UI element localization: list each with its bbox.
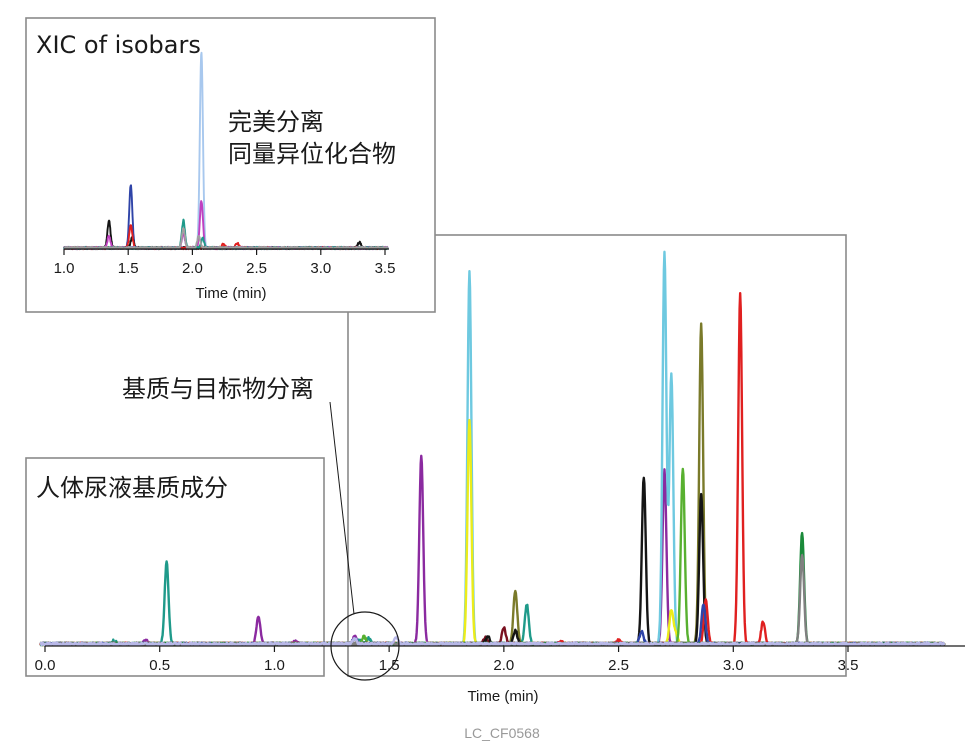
inset-panel: XIC of isobars 完美分离 同量异位化合物 1.0 1.5 2.0 2.5…: [25, 17, 436, 313]
main-x-tick-label-3: 1.5: [379, 657, 400, 674]
urine-matrix-box: [25, 457, 325, 677]
matrix-annotation-text: 基质与目标物分离: [122, 375, 314, 403]
main-x-tick-label-6: 3.0: [723, 657, 744, 674]
matrix-annotation: 基质与目标物分离: [122, 375, 400, 681]
main-x-tick-label-5: 2.5: [608, 657, 629, 674]
inset-box: [25, 17, 436, 313]
main-x-tick-label-4: 2.0: [493, 657, 514, 674]
inset-x-tick-label-4: 3.0: [310, 260, 331, 277]
matrix-annotation-pointer: [329, 401, 355, 615]
main-series-3: [39, 418, 945, 647]
main-series-8: [39, 291, 945, 647]
urine-matrix-panel: 人体尿液基质成分: [25, 457, 325, 677]
figure-id-label: LC_CF0568: [464, 725, 540, 741]
inset-annotation-1: 完美分离: [228, 108, 324, 136]
inset-title: XIC of isobars: [36, 31, 201, 59]
inset-x-tick-label-0: 1.0: [54, 260, 75, 277]
main-x-axis: 0.0 0.5 1.0 1.5 2.0 2.5 3.0 3.5: [35, 645, 965, 674]
inset-x-tick-label-1: 1.5: [118, 260, 139, 277]
urine-matrix-title: 人体尿液基质成分: [36, 474, 228, 502]
main-x-tick-label-2: 1.0: [264, 657, 285, 674]
main-x-tick-label-7: 3.5: [838, 657, 859, 674]
main-x-axis-title: Time (min): [467, 688, 538, 705]
main-x-tick-label-0: 0.0: [35, 657, 56, 674]
main-series-10: [39, 531, 946, 647]
inset-x-axis: 1.0 1.5 2.0 2.5 3.0 3.5: [54, 248, 396, 277]
inset-x-tick-label-2: 2.0: [182, 260, 203, 277]
zoom-region-box: [347, 234, 847, 677]
main-series-0: [39, 560, 946, 647]
main-series-11: [39, 553, 946, 647]
inset-x-tick-label-5: 3.5: [375, 260, 396, 277]
inset-x-axis-title: Time (min): [195, 285, 266, 302]
main-series-12: [39, 635, 946, 647]
inset-x-tick-label-3: 2.5: [246, 260, 267, 277]
main-series-6: [39, 476, 946, 647]
main-traces-top: [39, 250, 946, 647]
inset-annotation-2: 同量异位化合物: [228, 140, 396, 168]
matrix-annotation-circle: [330, 611, 400, 681]
main-series-9: [39, 603, 945, 647]
main-x-tick-label-1: 0.5: [149, 657, 170, 674]
